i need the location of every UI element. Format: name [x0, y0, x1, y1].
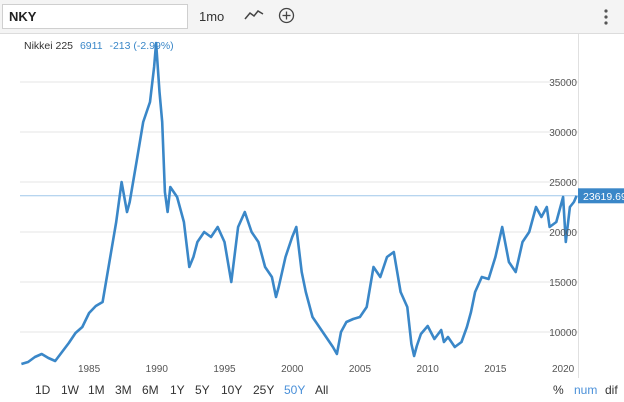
x-tick-label: 1985 — [78, 364, 101, 375]
range-all-button[interactable]: All — [315, 383, 329, 397]
range-1w-button[interactable]: 1W — [61, 383, 79, 397]
toolbar: 1mo — [0, 0, 624, 34]
scale-dif-button[interactable]: dif — [605, 383, 618, 397]
interval-selector[interactable]: 1mo — [199, 9, 225, 24]
x-tick-label: 2010 — [417, 364, 440, 375]
y-tick-label: 25000 — [549, 178, 577, 189]
series-line-nikkei-225 — [21, 41, 578, 366]
add-circle-icon[interactable] — [278, 7, 295, 24]
range-3m-button[interactable]: 3M — [115, 383, 132, 397]
x-tick-label: 2000 — [281, 364, 304, 375]
y-tick-label: 10000 — [549, 328, 577, 339]
range-10y-button[interactable]: 10Y — [221, 383, 243, 397]
legend-name: Nikkei 225 — [24, 40, 73, 52]
grid — [20, 81, 578, 333]
range-6m-button[interactable]: 6M — [142, 383, 159, 397]
x-tick-label: 1990 — [146, 364, 169, 375]
range-1d-button[interactable]: 1D — [35, 383, 51, 397]
x-tick-label: 1995 — [213, 364, 236, 375]
legend: Nikkei 225 6911 -213 (-2.99%) — [24, 40, 174, 52]
vertical-ellipsis-icon[interactable] — [603, 8, 609, 26]
x-axis-ticks: 1985 1990 1995 2000 2005 2010 2015 2020 — [78, 364, 575, 375]
price-axis-divider — [578, 34, 579, 378]
scale-percent-button[interactable]: % — [553, 383, 564, 397]
y-tick-label: 15000 — [549, 278, 577, 289]
range-1y-button[interactable]: 1Y — [170, 383, 185, 397]
range-bar: 1D 1W 1M 3M 6M 1Y 5Y 10Y 25Y 50Y All % n… — [0, 378, 624, 402]
x-tick-label: 2020 — [552, 364, 575, 375]
legend-value: 6911 — [80, 40, 103, 52]
legend-change: -213 (-2.99%) — [109, 40, 173, 52]
y-tick-label: 30000 — [549, 128, 577, 139]
symbol-input[interactable] — [2, 4, 188, 29]
price-label: 23619.69 — [578, 188, 624, 204]
range-25y-button[interactable]: 25Y — [253, 383, 275, 397]
svg-text:Nikkei 225 6911 -2: Nikkei 225 6911 -213 (-2.99%) — [24, 40, 174, 52]
range-50y-button[interactable]: 50Y — [284, 383, 306, 397]
scale-num-button[interactable]: num — [574, 383, 598, 397]
x-tick-label: 2015 — [484, 364, 507, 375]
range-1m-button[interactable]: 1M — [88, 383, 105, 397]
y-tick-label: 20000 — [549, 228, 577, 239]
range-5y-button[interactable]: 5Y — [195, 383, 210, 397]
y-axis-ticks: 10000 15000 20000 25000 30000 35000 — [549, 78, 577, 339]
price-label-text: 23619.69 — [583, 191, 624, 203]
line-chart-icon[interactable] — [244, 8, 264, 22]
y-tick-label: 35000 — [549, 78, 577, 89]
price-label-background — [578, 188, 624, 204]
x-tick-label: 2005 — [349, 364, 372, 375]
